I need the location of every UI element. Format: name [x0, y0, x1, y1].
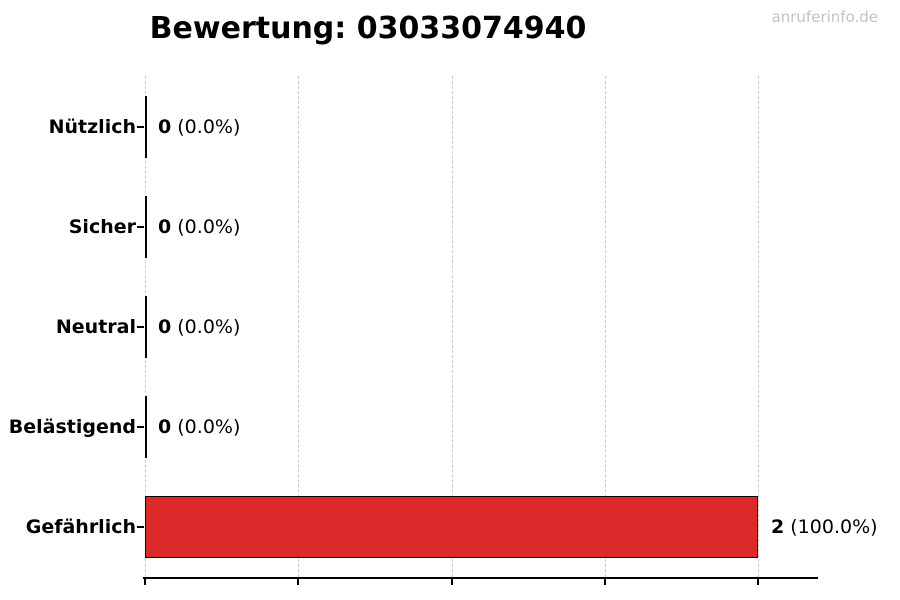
gridline	[451, 76, 453, 577]
value-percent: (0.0%)	[171, 316, 241, 338]
value-count: 0	[158, 216, 172, 238]
value-label: 0 (0.0%)	[158, 114, 240, 140]
value-percent: (0.0%)	[171, 116, 241, 138]
value-count: 0	[158, 416, 172, 438]
x-axis-tick	[757, 577, 759, 585]
y-axis-tick	[137, 426, 144, 428]
value-label: 0 (0.0%)	[158, 214, 240, 240]
x-axis-tick	[144, 577, 146, 585]
value-percent: (100.0%)	[784, 516, 878, 538]
value-label: 2 (100.0%)	[771, 514, 878, 540]
value-percent: (0.0%)	[171, 216, 241, 238]
value-count: 0	[158, 316, 172, 338]
value-count: 2	[771, 516, 785, 538]
x-axis-tick	[603, 577, 606, 585]
x-axis-line	[143, 577, 818, 579]
bar	[145, 396, 147, 458]
bar	[145, 96, 147, 158]
value-label: 0 (0.0%)	[158, 314, 240, 340]
y-axis-tick	[137, 526, 144, 528]
y-axis-tick	[137, 226, 144, 228]
category-label: Neutral	[55, 316, 136, 338]
x-axis-tick	[450, 577, 453, 585]
value-label: 0 (0.0%)	[158, 414, 240, 440]
category-label: Belästigend	[8, 416, 136, 438]
x-axis-tick	[297, 577, 300, 585]
chart-title: Bewertung: 03033074940	[149, 11, 587, 46]
gridline	[604, 76, 606, 577]
category-label: Gefährlich	[25, 516, 136, 538]
gridline	[298, 76, 300, 577]
value-count: 0	[158, 116, 172, 138]
watermark-text: anruferinfo.de	[771, 8, 878, 26]
category-label: Nützlich	[48, 116, 136, 138]
y-axis-tick	[137, 326, 144, 328]
bar	[145, 296, 147, 358]
y-axis-tick	[137, 126, 144, 128]
bar	[145, 196, 147, 258]
gridline	[758, 76, 759, 577]
bar	[145, 496, 758, 558]
category-label: Sicher	[68, 216, 136, 238]
value-percent: (0.0%)	[171, 416, 241, 438]
